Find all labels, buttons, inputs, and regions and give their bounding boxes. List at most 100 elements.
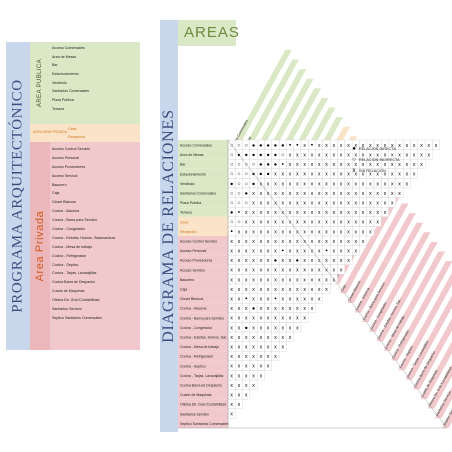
relation-mark: x <box>289 268 292 274</box>
relation-mark: x <box>282 181 285 187</box>
relation-mark: x <box>355 229 358 235</box>
relation-mark: x <box>289 229 292 235</box>
list-item: Cocina Barra de Despacho <box>52 280 96 285</box>
row-label: Estacionamiento <box>180 172 206 176</box>
relation-mark: x <box>230 402 233 408</box>
relation-mark: x <box>260 325 263 331</box>
relation-mark: x <box>428 143 431 149</box>
relation-mark: x <box>384 181 387 187</box>
matrix-cell <box>388 197 397 208</box>
relation-mark: x <box>340 153 343 159</box>
relation-mark: ○ <box>230 191 233 197</box>
relation-mark: x <box>362 143 365 149</box>
relation-mark: ● <box>245 153 248 159</box>
relation-mark: ○ <box>237 162 240 168</box>
row-label: Sanitarios Servicio <box>180 412 209 416</box>
diagonal-band-shape <box>404 294 452 381</box>
relation-mark: x <box>289 249 292 255</box>
private-area-label: Area Privada <box>34 210 46 282</box>
relation-mark: x <box>296 268 299 274</box>
relation-mark: x <box>260 287 263 293</box>
list-item: Cocina - Barra para Servicio <box>52 218 98 223</box>
relation-mark: x <box>303 268 306 274</box>
relation-mark: ● <box>237 153 240 159</box>
relation-mark: x <box>282 306 285 312</box>
relation-mark: x <box>303 297 306 303</box>
relation-mark: x <box>333 220 336 226</box>
relation-mark: x <box>267 364 270 370</box>
relation-mark: x <box>260 297 263 303</box>
relation-mark: x <box>333 181 336 187</box>
relation-mark: x <box>245 258 248 264</box>
relation-mark: x <box>391 181 394 187</box>
relation-mark: x <box>230 306 233 312</box>
relation-mark: x <box>391 172 394 178</box>
relation-mark: x <box>355 143 358 149</box>
relation-mark: ● <box>281 143 284 149</box>
relation-mark: ○ <box>237 143 240 149</box>
relation-mark: x <box>282 277 285 283</box>
relation-mark: x <box>340 191 343 197</box>
relation-mark: x <box>333 191 336 197</box>
relation-mark: x <box>282 268 285 274</box>
diagonal-band-shape <box>382 250 447 352</box>
relation-mark: x <box>289 316 292 322</box>
relation-mark: x <box>274 210 277 216</box>
row-label-bg <box>178 274 228 284</box>
relation-mark: x <box>267 210 270 216</box>
relation-mark: x <box>420 143 423 149</box>
relation-mark: x <box>289 306 292 312</box>
row-label: Recepción <box>180 230 197 234</box>
relation-mark: x <box>238 239 241 245</box>
relation-mark: ○ <box>237 172 240 178</box>
relation-mark: x <box>340 258 343 264</box>
private-area-zone: Area Privada Acceso Control Servicio Acc… <box>30 142 140 350</box>
relation-mark <box>238 211 240 213</box>
relation-mark: ● <box>274 162 277 168</box>
relation-mark <box>289 143 291 146</box>
relation-mark: x <box>238 277 241 283</box>
relation-mark: x <box>238 258 241 264</box>
relation-mark: x <box>245 383 248 389</box>
relation-mark: x <box>267 316 270 322</box>
row-label-bg <box>178 216 228 227</box>
relation-mark: ○ <box>237 220 240 226</box>
architectural-program-panel: PROGRAMA ARQUITECTÓNICO AREA PUBLICA Acc… <box>6 42 140 350</box>
relation-mark: x <box>252 297 255 303</box>
relation-mark: x <box>384 143 387 149</box>
relation-mark: x <box>238 306 241 312</box>
relation-mark: x <box>311 191 314 197</box>
relation-mark: x <box>245 210 248 216</box>
relation-mark: x <box>274 316 277 322</box>
relation-mark: x <box>260 335 263 341</box>
matrix-cell <box>337 264 345 275</box>
relation-mark: x <box>362 210 365 216</box>
relation-mark: x <box>296 172 299 178</box>
relation-mark: x <box>303 162 306 168</box>
list-item: Cuarto de Maquinas <box>52 289 85 294</box>
relation-mark: x <box>238 364 241 370</box>
relation-mark: x <box>230 383 233 389</box>
diagonal-band-shape <box>390 260 452 362</box>
relation-mark: ○ <box>252 162 255 168</box>
relation-mark: x <box>362 153 365 159</box>
relation-mark: x <box>369 210 372 216</box>
relation-mark: ● <box>245 325 248 331</box>
relation-mark: x <box>369 172 372 178</box>
relation-mark: x <box>318 258 321 264</box>
relation-mark: x <box>376 162 379 168</box>
relation-mark: x <box>340 249 343 255</box>
relation-mark: x <box>245 364 248 370</box>
relation-mark: x <box>413 153 416 159</box>
relation-mark: x <box>282 239 285 245</box>
relation-mark: x <box>318 220 321 226</box>
list-item: Cocina - Mesa de trabajo <box>52 244 93 249</box>
relation-mark: x <box>369 181 372 187</box>
row-label-bg <box>178 408 228 419</box>
relation-mark: x <box>245 335 248 341</box>
relation-mark: x <box>252 335 255 341</box>
row-label-bg <box>178 303 228 313</box>
relation-mark: x <box>230 316 233 322</box>
relation-mark: x <box>296 325 299 331</box>
relation-mark: x <box>318 287 321 293</box>
